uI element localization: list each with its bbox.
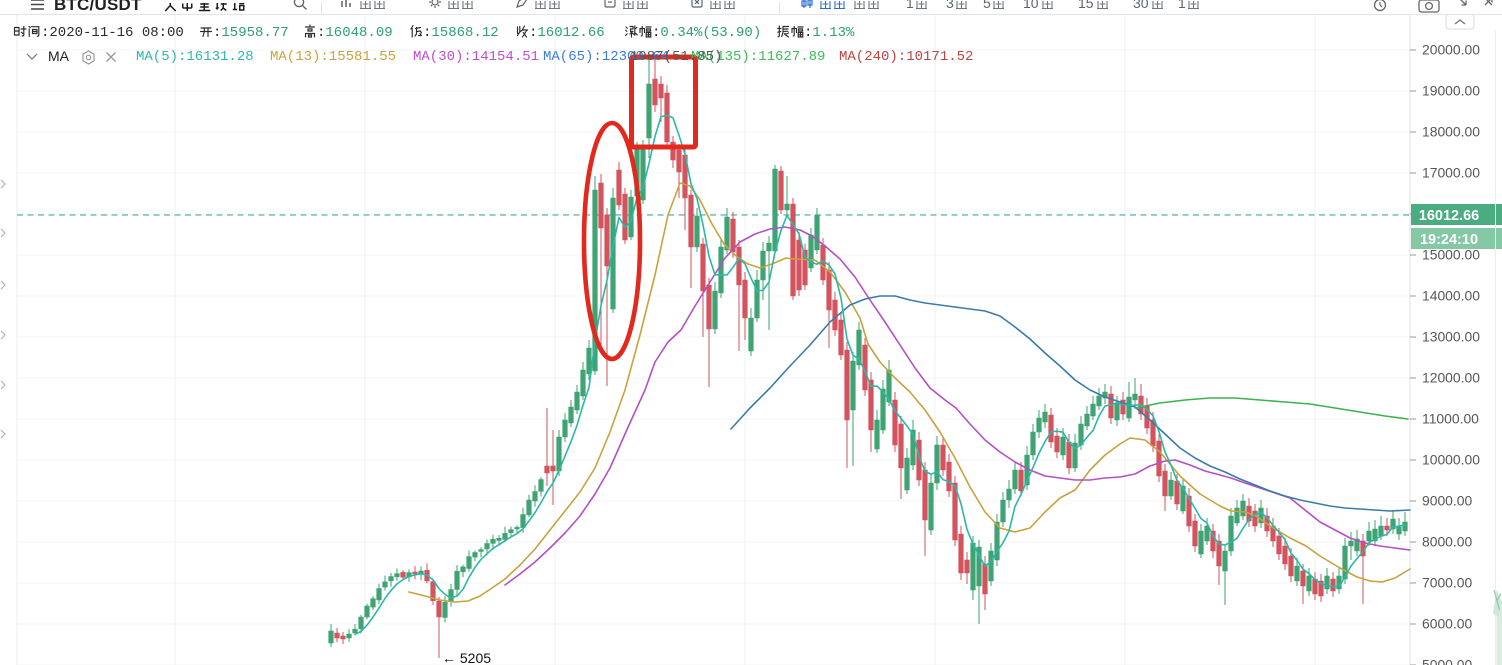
svg-text:8000.00: 8000.00 [1422,534,1472,550]
svg-text:11000.00: 11000.00 [1422,411,1479,427]
svg-text:19:24:10: 19:24:10 [1420,232,1478,248]
svg-text:7000.00: 7000.00 [1422,575,1472,591]
svg-text:19000.00: 19000.00 [1422,83,1480,99]
svg-text:17000.00: 17000.00 [1422,165,1480,181]
svg-text:9000.00: 9000.00 [1422,493,1472,509]
svg-text:14000.00: 14000.00 [1422,288,1480,304]
svg-text:10000.00: 10000.00 [1422,452,1480,468]
svg-text:20000.00: 20000.00 [1422,42,1480,58]
svg-text:← 5205: ← 5205 [442,650,491,665]
svg-text:5000.00: 5000.00 [1422,657,1472,665]
svg-text:15000.00: 15000.00 [1422,247,1480,263]
svg-text:16012.66: 16012.66 [1419,208,1479,224]
svg-text:12000.00: 12000.00 [1422,370,1480,386]
svg-text:13000.00: 13000.00 [1422,329,1480,345]
svg-text:18000.00: 18000.00 [1422,124,1480,140]
svg-text:6000.00: 6000.00 [1422,616,1472,632]
